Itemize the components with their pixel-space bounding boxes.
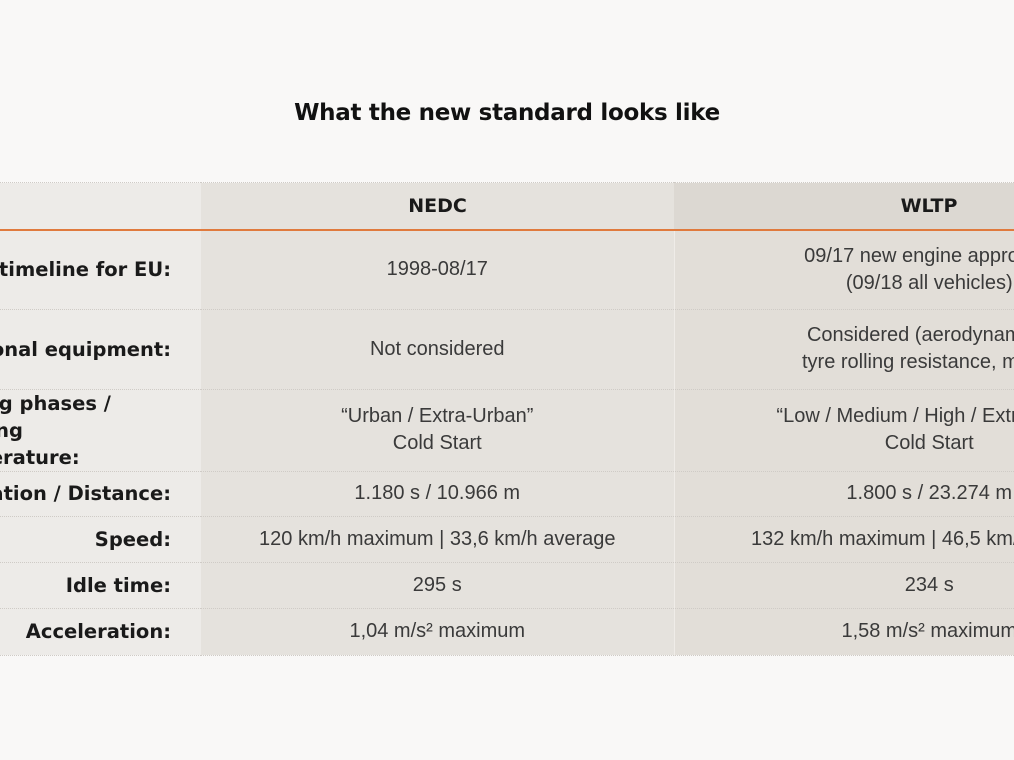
table-row: Application timeline for EU: 1998-08/17 … [0, 230, 1014, 310]
row-label: Driving phases / Starting temperature: [0, 389, 201, 472]
table-header-row: NEDC WLTP [0, 182, 1014, 231]
header-label-cell [0, 182, 201, 231]
row-label: Application timeline for EU: [0, 230, 201, 310]
nedc-cell: 1998-08/17 [201, 230, 674, 310]
wltp-cell: 09/17 new engine approvals (09/18 all ve… [673, 230, 1014, 310]
table-row: Acceleration: 1,04 m/s² maximum 1,58 m/s… [0, 608, 1014, 656]
nedc-cell: Not considered [201, 309, 674, 390]
header-nedc: NEDC [201, 182, 674, 231]
table-row: Speed: 120 km/h maximum | 33,6 km/h aver… [0, 516, 1014, 563]
wltp-cell: Considered (aerodynamics, tyre rolling r… [673, 309, 1014, 390]
row-label: Acceleration: [0, 608, 201, 656]
row-label: Speed: [0, 516, 201, 563]
table-row: Optional equipment: Not considered Consi… [0, 309, 1014, 390]
header-wltp: WLTP [674, 182, 1014, 231]
nedc-cell: 295 s [201, 562, 674, 609]
row-label: Cycle duration / Distance: [0, 471, 201, 517]
nedc-cell: “Urban / Extra-Urban” Cold Start [201, 389, 674, 472]
nedc-cell: 1.180 s / 10.966 m [201, 471, 674, 517]
wltp-cell: 1.800 s / 23.274 m [673, 471, 1014, 517]
row-label: Idle time: [0, 562, 201, 609]
nedc-cell: 1,04 m/s² maximum [201, 608, 674, 656]
table-row: Idle time: 295 s 234 s [0, 562, 1014, 609]
comparison-table-container: NEDC WLTP Application timeline for EU: 1… [0, 182, 1014, 656]
wltp-cell: 1,58 m/s² maximum [673, 608, 1014, 656]
wltp-cell: 132 km/h maximum | 46,5 km/h average [673, 516, 1014, 563]
wltp-cell: 234 s [673, 562, 1014, 609]
table-row: Driving phases / Starting temperature: “… [0, 389, 1014, 472]
comparison-table: NEDC WLTP Application timeline for EU: 1… [0, 182, 1014, 656]
wltp-cell: “Low / Medium / High / Extra High” Cold … [673, 389, 1014, 472]
nedc-cell: 120 km/h maximum | 33,6 km/h average [201, 516, 674, 563]
row-label: Optional equipment: [0, 309, 201, 390]
page-title: What the new standard looks like [294, 100, 720, 126]
table-row: Cycle duration / Distance: 1.180 s / 10.… [0, 471, 1014, 517]
